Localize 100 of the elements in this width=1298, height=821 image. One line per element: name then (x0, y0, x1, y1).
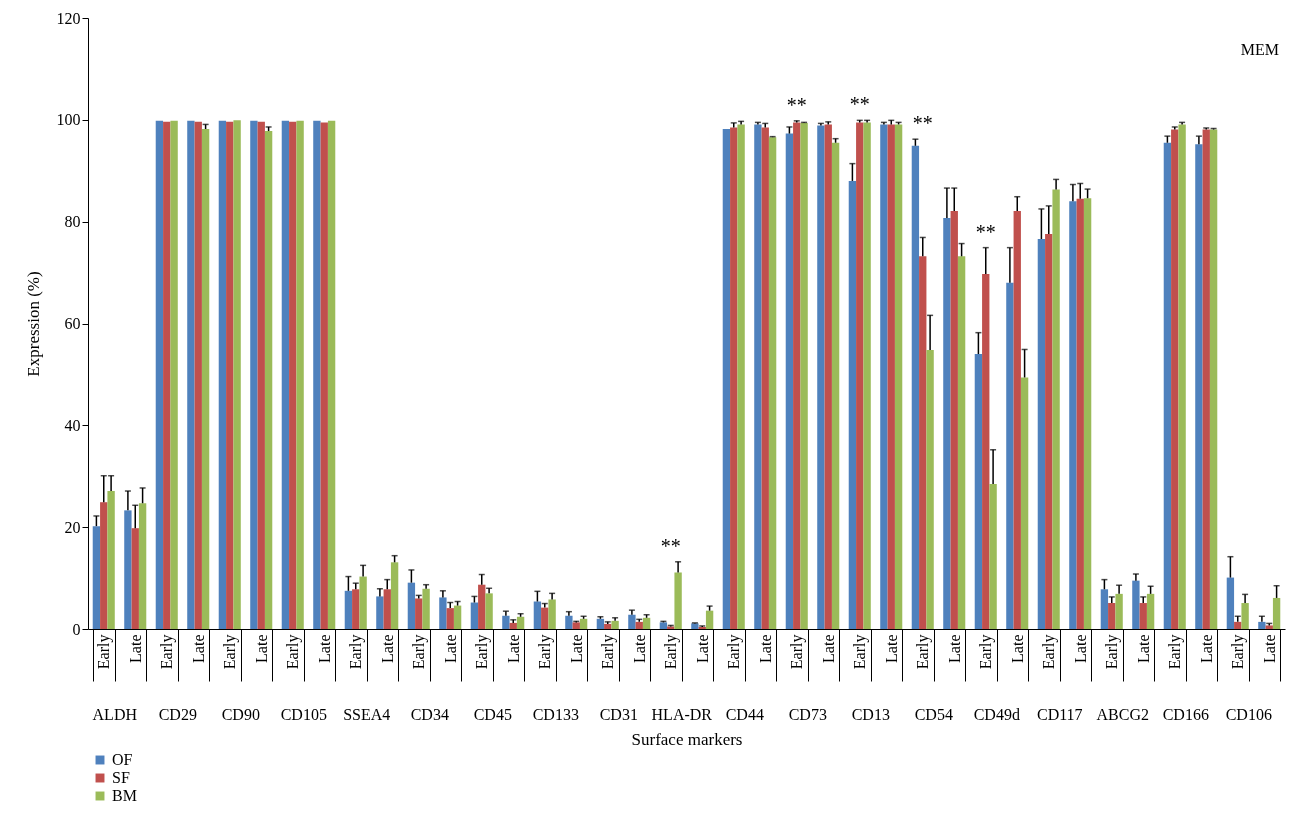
annotation: ** (786, 93, 807, 116)
bar (572, 622, 580, 629)
bar (289, 121, 297, 629)
bar (674, 572, 682, 629)
bar (880, 124, 888, 629)
bar (730, 127, 738, 629)
bar (383, 589, 391, 629)
x-tick-label: Late (189, 634, 207, 663)
x-tick-label: Early (1040, 634, 1059, 670)
text: CD13 (851, 706, 890, 723)
x-tick-label: Late (945, 634, 963, 663)
bar (943, 218, 951, 629)
bar (1108, 603, 1116, 629)
bar (800, 122, 808, 629)
bar (1132, 580, 1140, 629)
y-tick-label: 20 (64, 518, 81, 536)
bar (1076, 198, 1084, 629)
bar (446, 608, 454, 629)
bar (989, 483, 997, 629)
bar (793, 122, 801, 629)
bar (628, 614, 636, 629)
bar (226, 121, 234, 629)
bar (359, 576, 367, 629)
bar (722, 129, 731, 629)
text: HLA-DR (651, 706, 713, 723)
text: ABCG2 (1096, 706, 1149, 723)
bar (894, 124, 903, 629)
bar (1013, 210, 1021, 629)
bar (785, 133, 794, 629)
x-tick-label: Late (1260, 634, 1278, 663)
bar (659, 622, 668, 629)
bar (817, 125, 825, 629)
bar (1139, 603, 1147, 629)
x-tick-label: Late (819, 634, 837, 663)
x-tick-label: Late (1071, 634, 1089, 663)
x-tick-label: Early (221, 634, 240, 670)
x-tick-label: Late (630, 634, 648, 663)
bar (218, 120, 227, 629)
bar (1234, 621, 1242, 629)
x-tick-label: Early (410, 634, 429, 670)
x-tick-label: Early (158, 634, 177, 670)
bar (257, 121, 265, 629)
x-tick-label: Late (1197, 634, 1215, 663)
annotation: ** (660, 534, 681, 557)
x-tick-label: Late (693, 634, 711, 663)
x-tick-label: Early (1103, 634, 1122, 670)
bar (1171, 129, 1179, 629)
x-tick-label: Late (315, 634, 333, 663)
x-tick-label: Late (441, 634, 459, 663)
text: CD34 (410, 706, 449, 723)
bar (635, 621, 643, 629)
legend-label: BM (112, 787, 137, 804)
bar (250, 120, 258, 629)
x-tick-label: Late (504, 634, 522, 663)
x-tick-label: Late (1134, 634, 1152, 663)
bar (470, 602, 479, 629)
x-tick-label: Early (1166, 634, 1185, 670)
text: CD31 (599, 706, 638, 723)
x-tick-label: Late (567, 634, 585, 663)
bar (1006, 282, 1014, 629)
bar (1115, 593, 1123, 629)
bar (509, 622, 517, 629)
x-axis-title: Surface markers (631, 729, 743, 749)
bar (863, 122, 871, 629)
bar (233, 120, 241, 629)
x-tick-label: Late (126, 634, 144, 663)
bar (1100, 589, 1109, 629)
bar (1272, 597, 1281, 629)
bar (919, 256, 927, 629)
x-tick-label: Late (1008, 634, 1026, 663)
x-tick-label: Early (536, 634, 555, 670)
bar (604, 623, 612, 629)
bar (926, 349, 934, 629)
text: CD73 (788, 706, 827, 723)
text: CD90 (221, 706, 260, 723)
text: CD45 (473, 706, 512, 723)
bar (407, 582, 416, 629)
annotation: ** (912, 112, 933, 135)
bar (1146, 593, 1155, 629)
bar (1202, 129, 1210, 629)
annotation: MEM (1240, 41, 1279, 58)
x-tick-label: Early (284, 634, 303, 670)
bar (478, 584, 486, 629)
bar (327, 120, 336, 629)
bar (194, 121, 202, 629)
bar (824, 124, 832, 629)
y-tick-label: 0 (72, 620, 81, 638)
bar (100, 502, 108, 629)
bar (957, 256, 966, 629)
text: CD49d (973, 706, 1020, 723)
x-tick-label: Early (662, 634, 681, 670)
x-tick-label: Early (95, 634, 114, 670)
bar (390, 562, 399, 629)
x-tick-label: Early (914, 634, 933, 670)
bar (138, 503, 147, 629)
bar (1195, 144, 1203, 629)
bar (344, 590, 353, 629)
x-tick-label: Early (1229, 634, 1248, 670)
y-tick-label: 120 (56, 9, 81, 27)
text: CD105 (280, 706, 327, 723)
